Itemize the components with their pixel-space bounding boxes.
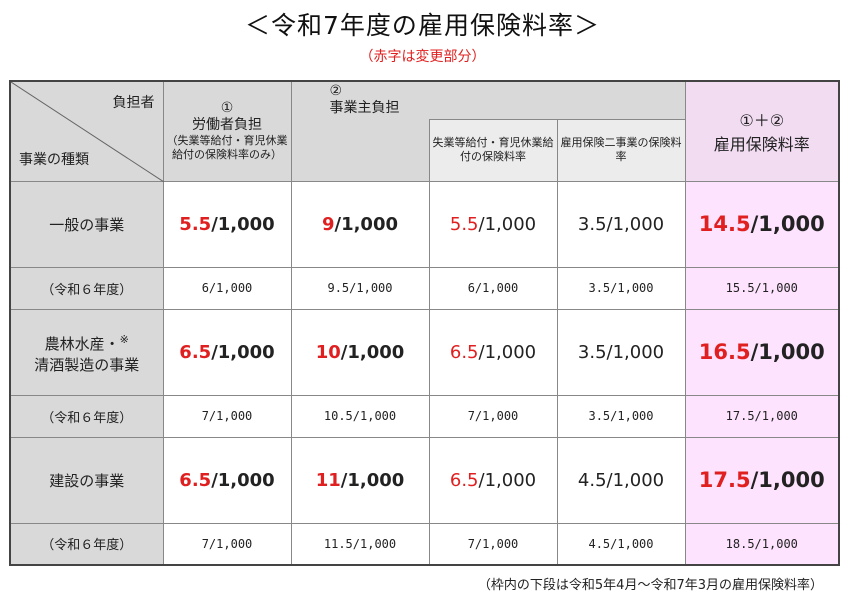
changed-value: 6.5 [449,341,479,363]
table-row-previous: （令和６年度） 7/1,000 10.5/1,000 7/1,000 3.5/1… [9,394,840,438]
prev-sub1-rate: 7/1,000 [428,522,558,566]
prev-total-rate: 18.5/1,000 [684,522,840,566]
worker-number: ① [220,100,234,117]
total-rate: 17.5/1,000 [684,436,840,524]
rate-denominator: /1,000 [211,341,275,363]
worker-header-cell: ① 労働者負担 （失業等給付・育児休業給付の保険料率のみ） [162,80,292,182]
employer-sub1-rate: 5.5/1,000 [428,180,558,268]
page-title: ＜令和7年度の雇用保険料率＞ [245,11,600,40]
rate-denominator: /1,000 [340,469,405,491]
employer-title: 事業主負担 [329,100,400,117]
changed-value: 14.5 [698,212,751,236]
rate-denominator: /1,000 [478,341,537,363]
prev-employer-rate: 11.5/1,000 [290,522,430,566]
changed-value: 10 [315,341,341,363]
total-header-cell: ①＋② 雇用保険料率 [684,80,840,182]
employer-rate: 9/1,000 [290,180,430,268]
prev-employer-rate: 10.5/1,000 [290,394,430,438]
rate-denominator: /1,000 [750,212,825,236]
rate-denominator: /1,000 [334,213,399,235]
employer-sub2-rate: 3.5/1,000 [556,180,686,268]
table-row-previous: （令和６年度） 6/1,000 9.5/1,000 6/1,000 3.5/1,… [9,266,840,310]
table-row: 建設の事業 6.5/1,000 11/1,000 6.5/1,000 4.5/1… [9,436,840,524]
employer-sub2-header: 雇用保険二事業の保険料率 [556,118,686,182]
insurance-rate-table: 負担者 事業の種類 ① 労働者負担 （失業等給付・育児休業給付の保険料率のみ） … [9,80,841,566]
worker-rate: 6.5/1,000 [162,308,292,396]
employer-sub2-rate: 3.5/1,000 [556,308,686,396]
total-rate: 16.5/1,000 [684,308,840,396]
changed-value: 16.5 [698,340,751,364]
worker-rate: 5.5/1,000 [162,180,292,268]
footnote-mark: ※ [119,332,129,346]
rate-denominator: /1,000 [750,468,825,492]
changed-value: 17.5 [698,468,751,492]
rate-denominator: /1,000 [750,340,825,364]
corner-diagonal-line [11,82,164,182]
footnote: （枠内の下段は令和5年4月～令和7年3月の雇用保険料率） [477,578,823,593]
prev-worker-rate: 7/1,000 [162,522,292,566]
rate-denominator: /1,000 [340,341,405,363]
changed-value: 5.5 [179,213,212,235]
changed-value: 5.5 [449,213,479,235]
employer-header-cell: ② 事業主負担 [290,80,686,119]
prev-total-rate: 15.5/1,000 [684,266,840,310]
row-label: 一般の事業 [9,180,164,268]
table-row-previous: （令和６年度） 7/1,000 11.5/1,000 7/1,000 4.5/1… [9,522,840,566]
rate-denominator: /1,000 [478,469,537,491]
changed-value: 9 [321,213,335,235]
prev-row-label: （令和６年度） [9,394,164,438]
table-row: 農林水産・※ 清酒製造の事業 6.5/1,000 10/1,000 6.5/1,… [9,308,840,396]
row-label-line2: 清酒製造の事業 [34,355,140,374]
prev-employer-rate: 9.5/1,000 [290,266,430,310]
worker-title: 労働者負担 [192,117,262,134]
worker-note: （失業等給付・育児休業給付の保険料率のみ） [166,134,288,162]
prev-worker-rate: 7/1,000 [162,394,292,438]
employer-rate: 11/1,000 [290,436,430,524]
corner-top-label: 負担者 [112,95,155,111]
prev-sub2-rate: 4.5/1,000 [556,522,686,566]
changed-value: 6.5 [179,341,212,363]
worker-rate: 6.5/1,000 [162,436,292,524]
total-number: ①＋② [739,111,785,131]
employer-sub1-rate: 6.5/1,000 [428,308,558,396]
prev-sub1-rate: 7/1,000 [428,394,558,438]
prev-total-rate: 17.5/1,000 [684,394,840,438]
corner-header-cell: 負担者 事業の種類 [9,80,164,182]
total-rate: 14.5/1,000 [684,180,840,268]
prev-worker-rate: 6/1,000 [162,266,292,310]
total-title: 雇用保険料率 [713,135,810,155]
table-row: 一般の事業 5.5/1,000 9/1,000 5.5/1,000 3.5/1,… [9,180,840,268]
prev-sub2-rate: 3.5/1,000 [556,394,686,438]
prev-row-label: （令和６年度） [9,522,164,566]
employer-sub2-rate: 4.5/1,000 [556,436,686,524]
row-label: 農林水産・※ 清酒製造の事業 [9,308,164,396]
employer-sub1-header: 失業等給付・育児休業給付の保険料率 [428,118,558,182]
rate-denominator: /1,000 [478,213,537,235]
employer-number: ② [329,83,343,100]
employer-sub1-rate: 6.5/1,000 [428,436,558,524]
changed-value: 6.5 [179,469,212,491]
row-label-line1: 農林水産・ [44,334,120,353]
changed-value: 11 [315,469,341,491]
row-label: 建設の事業 [9,436,164,524]
changed-value: 6.5 [449,469,479,491]
prev-row-label: （令和６年度） [9,266,164,310]
rate-denominator: /1,000 [211,213,275,235]
prev-sub2-rate: 3.5/1,000 [556,266,686,310]
employer-rate: 10/1,000 [290,308,430,396]
corner-bottom-label: 事業の種類 [19,151,89,168]
page-subtitle: （赤字は変更部分） [359,49,486,65]
rate-denominator: /1,000 [211,469,275,491]
prev-sub1-rate: 6/1,000 [428,266,558,310]
employer-sub-spacer [290,119,430,182]
